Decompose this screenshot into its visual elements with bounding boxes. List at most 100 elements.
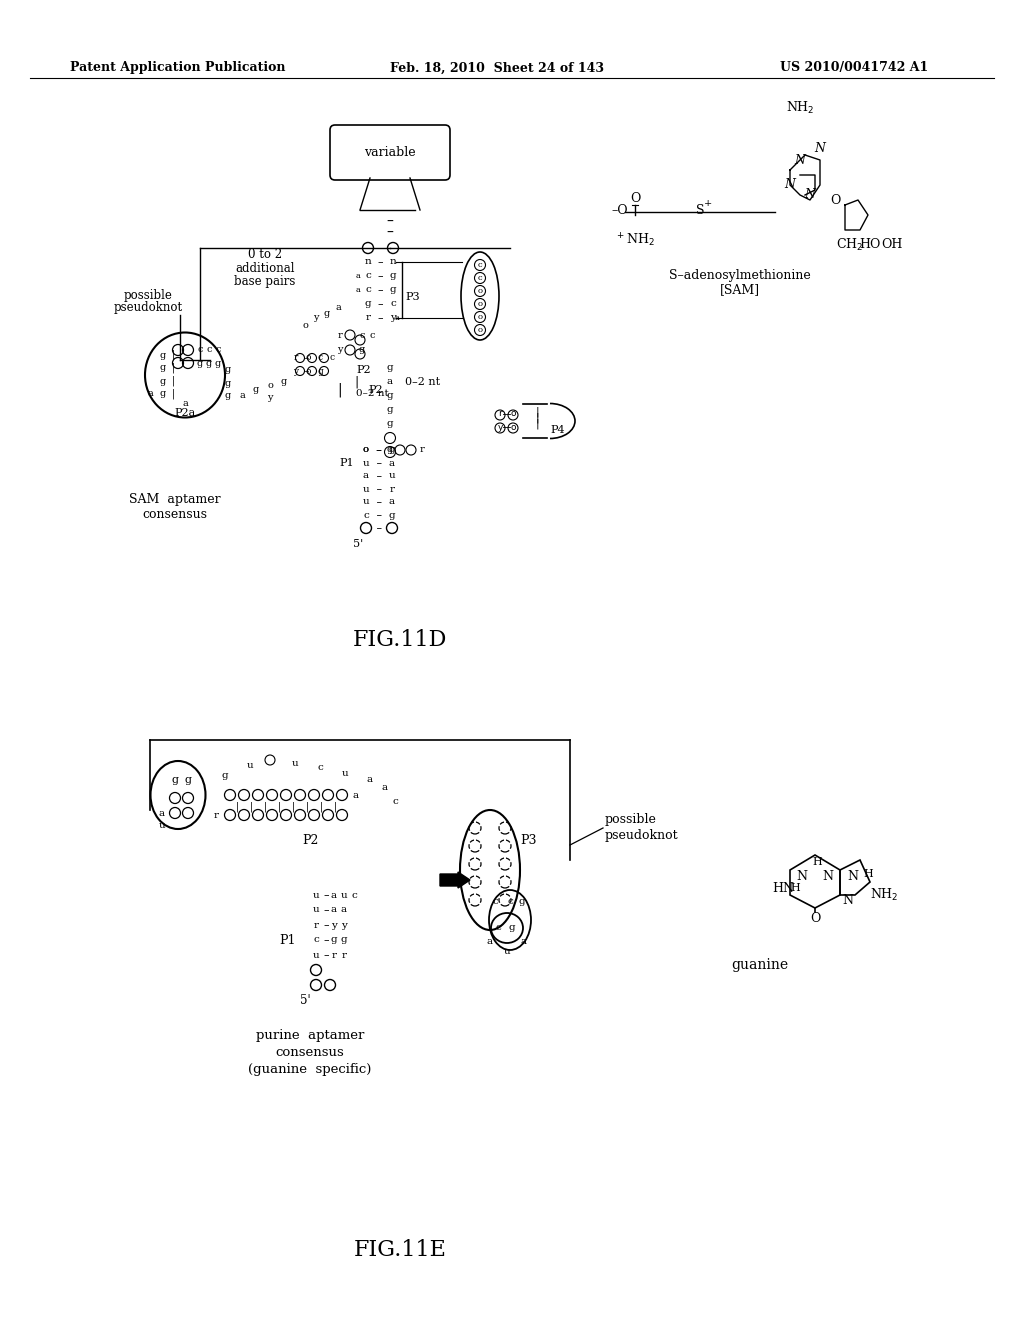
Text: N: N: [822, 870, 834, 883]
Text: –O: –O: [611, 203, 629, 216]
Text: –: –: [324, 950, 329, 960]
Text: o: o: [362, 446, 368, 454]
Text: N: N: [784, 178, 796, 191]
Text: y: y: [294, 367, 299, 375]
Text: c: c: [351, 891, 357, 899]
Text: g: g: [387, 420, 393, 429]
Text: 0 to 2: 0 to 2: [248, 248, 282, 261]
Text: r: r: [338, 330, 342, 339]
Text: P2: P2: [368, 385, 383, 395]
Text: g: g: [387, 363, 393, 372]
Text: 0–2 nt: 0–2 nt: [356, 388, 389, 397]
Text: |: |: [536, 413, 539, 424]
Text: N: N: [843, 894, 853, 907]
Text: g: g: [197, 359, 203, 367]
Text: y: y: [337, 346, 343, 355]
Text: P3: P3: [406, 292, 420, 302]
Text: 5': 5': [353, 539, 364, 549]
Text: g: g: [215, 359, 221, 367]
Text: g: g: [160, 376, 166, 385]
Text: |: |: [305, 801, 308, 812]
Text: $^+$NH$_2$: $^+$NH$_2$: [615, 231, 655, 248]
Text: –: –: [377, 313, 383, 323]
Text: Feb. 18, 2010  Sheet 24 of 143: Feb. 18, 2010 Sheet 24 of 143: [390, 62, 604, 74]
Text: NH$_2$: NH$_2$: [870, 887, 899, 903]
Text: |: |: [334, 801, 337, 812]
Text: Patent Application Publication: Patent Application Publication: [70, 62, 286, 74]
Text: |: |: [263, 801, 266, 812]
Text: o: o: [477, 286, 482, 294]
Text: –: –: [324, 935, 329, 945]
Text: H: H: [863, 869, 872, 879]
Text: a: a: [382, 784, 388, 792]
Text: S–adenosylmethionine: S–adenosylmethionine: [669, 268, 811, 281]
Text: g: g: [225, 366, 231, 375]
Text: |: |: [171, 389, 175, 399]
Text: a: a: [367, 776, 373, 784]
Text: a: a: [387, 378, 393, 387]
Text: OH: OH: [882, 239, 903, 252]
Text: N: N: [795, 153, 806, 166]
Text: S: S: [695, 203, 705, 216]
Text: c: c: [366, 272, 371, 281]
Text: possible: possible: [605, 813, 656, 826]
Text: [SAM]: [SAM]: [720, 284, 760, 297]
Text: g: g: [225, 392, 231, 400]
Text: g: g: [221, 771, 228, 780]
Text: o: o: [305, 354, 310, 363]
Text: c: c: [313, 936, 318, 945]
Text: a: a: [521, 937, 527, 946]
Text: N: N: [814, 141, 825, 154]
Text: u: u: [389, 471, 395, 480]
Text: –: –: [375, 445, 381, 455]
Text: HN: HN: [772, 882, 794, 895]
Text: o: o: [362, 446, 369, 454]
Text: g: g: [317, 367, 323, 375]
Text: a: a: [389, 498, 395, 507]
Text: a: a: [240, 392, 245, 400]
Text: O: O: [630, 191, 640, 205]
Text: c: c: [215, 346, 221, 355]
Text: P3: P3: [520, 833, 537, 846]
Text: r: r: [294, 354, 298, 363]
Text: o: o: [510, 409, 516, 418]
Text: –: –: [377, 300, 383, 309]
Text: |: |: [292, 801, 295, 812]
Text: –: –: [387, 215, 393, 228]
Text: 0–2 nt: 0–2 nt: [406, 378, 440, 387]
Text: |: |: [278, 801, 281, 812]
Text: c: c: [366, 285, 371, 294]
Text: a: a: [353, 791, 359, 800]
Text: g: g: [390, 285, 396, 294]
Text: pseudoknot: pseudoknot: [605, 829, 679, 842]
Text: |: |: [171, 363, 175, 374]
Text: g: g: [171, 775, 178, 785]
Text: g: g: [253, 385, 259, 395]
FancyArrow shape: [440, 873, 470, 888]
Text: a: a: [394, 314, 399, 322]
Text: g: g: [365, 300, 372, 309]
Text: c: c: [364, 511, 369, 520]
Text: r: r: [498, 409, 502, 418]
Text: g: g: [206, 359, 212, 367]
Text: base pairs: base pairs: [234, 275, 296, 288]
Text: O: O: [810, 912, 820, 924]
Text: +: +: [703, 199, 712, 209]
Text: g: g: [389, 446, 395, 454]
Text: –: –: [324, 920, 329, 931]
Text: r: r: [313, 920, 318, 929]
Text: c: c: [477, 275, 482, 282]
Text: FIG.11D: FIG.11D: [353, 630, 447, 651]
Text: o: o: [477, 326, 482, 334]
Text: g: g: [160, 363, 166, 372]
Text: –: –: [377, 285, 383, 294]
Text: a: a: [147, 389, 153, 399]
Text: y: y: [331, 920, 337, 929]
Text: –: –: [374, 458, 383, 469]
Text: |: |: [236, 801, 239, 812]
Text: P4: P4: [550, 425, 564, 436]
Text: u: u: [362, 498, 370, 507]
Text: r: r: [341, 950, 346, 960]
Text: purine  aptamer: purine aptamer: [256, 1028, 365, 1041]
Text: CH$_2$: CH$_2$: [837, 238, 863, 253]
